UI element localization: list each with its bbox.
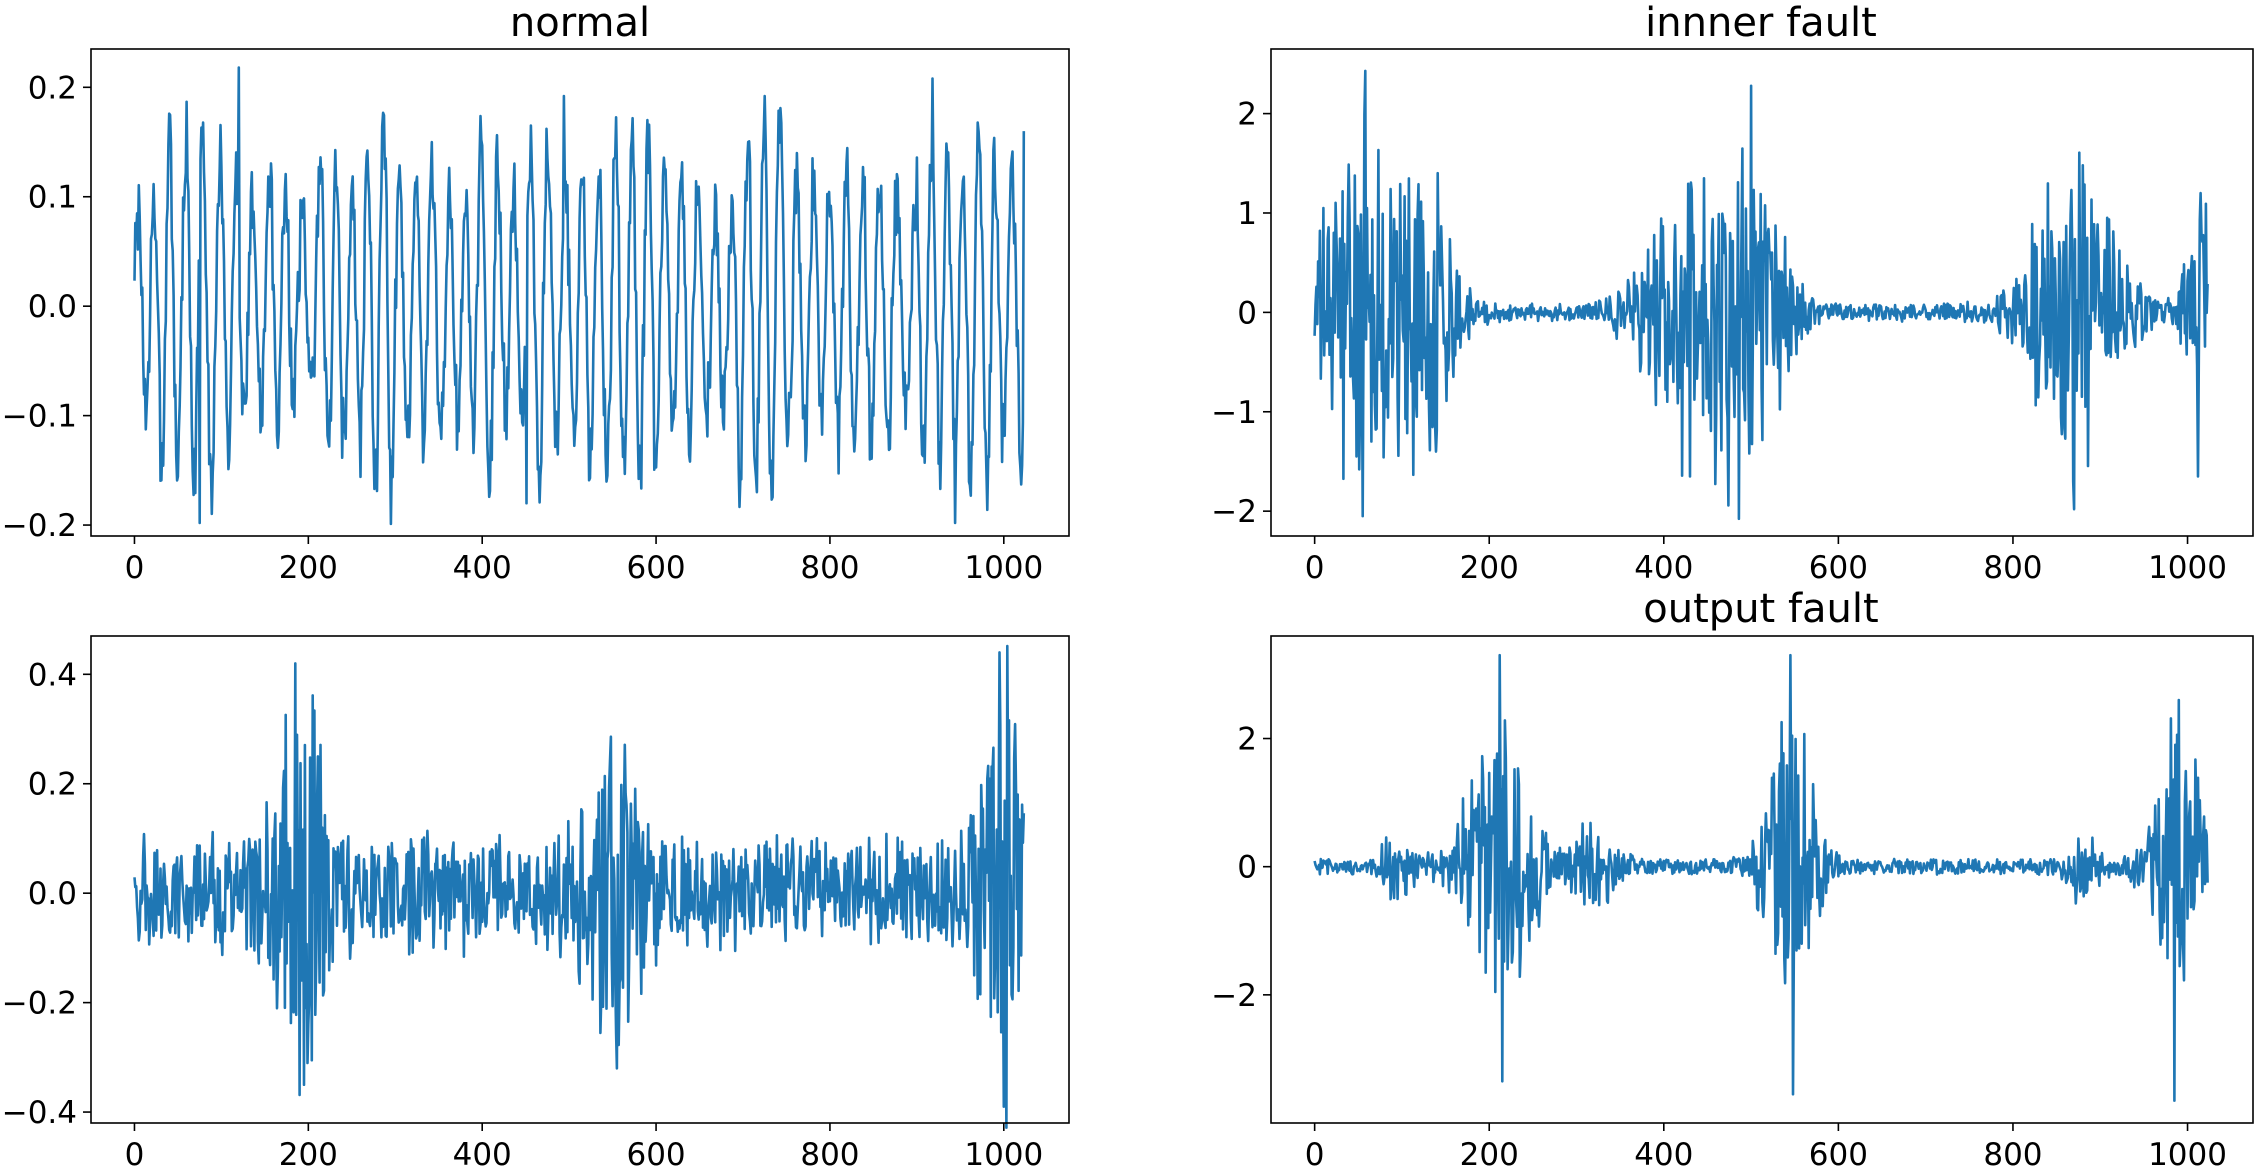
y-tick-label: 2	[1237, 97, 1257, 133]
y-tick-label: −0.2	[2, 986, 77, 1022]
x-tick-label: 600	[1809, 1137, 1868, 1171]
x-tick-label: 600	[1809, 550, 1868, 586]
x-tick-label: 800	[1983, 1137, 2042, 1171]
y-tick-label: −0.2	[2, 508, 77, 544]
series-line	[1313, 653, 2209, 1102]
y-tick-label: 2	[1237, 722, 1257, 758]
x-tick-label: 0	[125, 1137, 145, 1171]
chart-inner-fault: innner fault 0 200 400 600 800 1000 −2 −1 0 1 2	[1211, 0, 2254, 586]
x-tick-label: 600	[626, 1137, 685, 1171]
y-axis: −0.4 −0.2 0.0 0.2 0.4	[2, 657, 91, 1131]
chart-title: normal	[510, 0, 650, 46]
x-tick-label: 200	[1460, 1137, 1519, 1171]
series-line	[133, 66, 1026, 526]
y-tick-label: 0	[1237, 295, 1257, 331]
x-tick-label: 400	[453, 1137, 512, 1171]
chart-normal: normal 0 200 400 600 800 1000 −0.2 −0.1 0.0 0.1 0…	[2, 0, 1070, 586]
x-tick-label: 200	[279, 1137, 338, 1171]
y-axis: −2 −1 0 1 2	[1211, 97, 1271, 530]
plot-area-frame	[1270, 48, 2254, 537]
x-tick-label: 400	[453, 550, 512, 586]
x-tick-label: 0	[1305, 550, 1325, 586]
plot-area-frame	[90, 635, 1070, 1124]
y-tick-label: −0.4	[2, 1095, 77, 1131]
x-tick-label: 0	[125, 550, 145, 586]
x-tick-label: 400	[1634, 1137, 1693, 1171]
x-tick-label: 600	[626, 550, 685, 586]
x-tick-label: 200	[1460, 550, 1519, 586]
x-tick-label: 200	[279, 550, 338, 586]
plot-area-frame	[1270, 635, 2254, 1124]
x-tick-label: 800	[800, 1137, 859, 1171]
y-tick-label: 0.0	[28, 876, 77, 912]
x-tick-label: 1000	[964, 550, 1043, 586]
x-tick-label: 1000	[2148, 1137, 2227, 1171]
y-tick-label: 0	[1237, 850, 1257, 886]
y-tick-label: 0.1	[28, 180, 77, 216]
chart-title: innner fault	[1645, 0, 1877, 46]
y-tick-label: −1	[1211, 395, 1257, 431]
y-tick-label: 1	[1237, 196, 1257, 232]
x-axis: 0 200 400 600 800 1000	[125, 536, 1043, 586]
y-tick-label: 0.2	[28, 70, 77, 106]
series-line	[133, 644, 1026, 1129]
y-tick-label: −2	[1211, 978, 1257, 1014]
x-axis: 0 200 400 600 800 1000	[125, 1123, 1043, 1171]
x-tick-label: 1000	[2148, 550, 2227, 586]
x-tick-label: 400	[1634, 550, 1693, 586]
x-axis: 0 200 400 600 800 1000	[1305, 536, 2227, 586]
x-tick-label: 800	[1983, 550, 2042, 586]
series-line	[1313, 69, 2209, 521]
chart-output-fault: output fault 0 200 400 600 800 1000 −2 0 2	[1211, 586, 2254, 1171]
y-tick-label: −0.1	[2, 399, 77, 435]
chart-title: output fault	[1643, 586, 1878, 632]
y-tick-label: −2	[1211, 494, 1257, 530]
plot-area-frame	[90, 48, 1070, 537]
x-tick-label: 800	[800, 550, 859, 586]
y-tick-label: 0.0	[28, 289, 77, 325]
x-axis: 0 200 400 600 800 1000	[1305, 1123, 2227, 1171]
y-tick-label: 0.2	[28, 767, 77, 803]
chart-series-3: 0 200 400 600 800 1000 −0.4 −0.2 0.0 0.2 0.4	[2, 635, 1070, 1171]
x-tick-label: 0	[1305, 1137, 1325, 1171]
y-tick-label: 0.4	[28, 657, 77, 693]
y-axis: −2 0 2	[1211, 722, 1271, 1014]
x-tick-label: 1000	[964, 1137, 1043, 1171]
y-axis: −0.2 −0.1 0.0 0.1 0.2	[2, 70, 91, 544]
